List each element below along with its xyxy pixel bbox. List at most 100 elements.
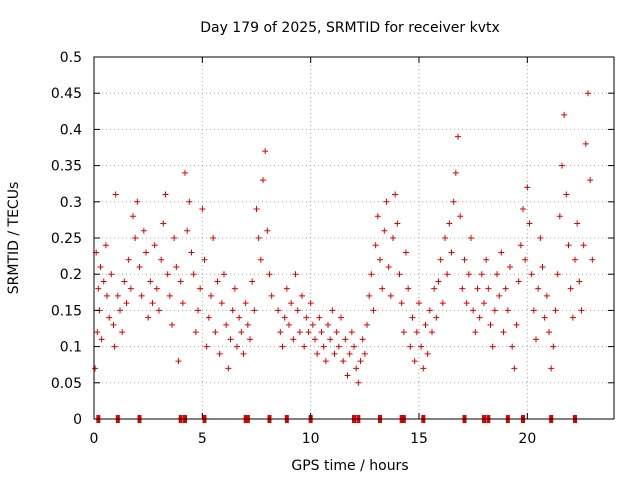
data-point (286, 321, 292, 328)
data-point (190, 271, 197, 278)
data-point (565, 242, 572, 249)
data-point (507, 263, 513, 270)
data-point (299, 292, 305, 299)
data-point (431, 285, 438, 292)
data-point (318, 329, 325, 336)
data-point (158, 256, 165, 263)
data-point (403, 249, 409, 256)
data-point (400, 329, 407, 336)
data-point (461, 256, 468, 263)
data-point (108, 271, 115, 278)
data-point (528, 271, 535, 278)
data-point (413, 329, 420, 336)
data-point (550, 343, 557, 350)
chart-title: Day 179 of 2025, SRMTID for receiver kvt… (200, 20, 500, 36)
data-point (255, 235, 262, 241)
data-point (151, 242, 158, 249)
data-point (416, 300, 422, 307)
y-tick-label: 0.05 (51, 376, 82, 392)
data-point (474, 285, 481, 292)
data-point (563, 191, 570, 198)
data-point (418, 343, 425, 350)
data-point (143, 249, 149, 256)
data-point (244, 321, 251, 328)
data-point (192, 329, 199, 336)
data-point (186, 198, 193, 205)
data-point (320, 343, 327, 350)
data-point (294, 307, 301, 314)
data-point (147, 278, 154, 285)
data-point (111, 343, 118, 350)
data-point (296, 329, 303, 336)
data-point (364, 321, 370, 328)
data-point (517, 242, 524, 249)
data-point (225, 365, 232, 372)
data-point (247, 336, 253, 343)
data-point (221, 271, 227, 278)
data-point (489, 343, 496, 350)
x-axis-label: GPS time / hours (291, 458, 408, 474)
data-point (572, 256, 578, 263)
x-tick-label: 15 (410, 431, 428, 447)
data-point (396, 271, 403, 278)
data-point (351, 343, 357, 350)
data-point (524, 184, 531, 191)
data-point (407, 343, 414, 350)
data-point (279, 343, 286, 350)
data-point (394, 220, 401, 227)
data-point (92, 365, 99, 372)
data-point (502, 285, 509, 292)
data-point (156, 307, 162, 314)
data-point (117, 307, 123, 314)
data-point (331, 350, 338, 357)
x-tick-label: 5 (198, 431, 207, 447)
data-point (548, 365, 555, 372)
data-point (574, 220, 581, 227)
y-tick-label: 0.45 (51, 86, 82, 102)
data-point (569, 314, 576, 321)
data-point (439, 300, 446, 307)
data-point (236, 314, 243, 321)
data-point (520, 206, 526, 213)
data-point (227, 336, 234, 343)
data-point (175, 358, 182, 365)
data-point (422, 321, 429, 328)
data-point (201, 256, 208, 263)
data-point (353, 365, 360, 372)
data-point (223, 321, 230, 328)
data-point (283, 285, 290, 292)
data-point (576, 278, 583, 285)
data-point (435, 278, 442, 285)
data-point (238, 329, 245, 336)
data-point (322, 358, 329, 365)
data-point (491, 307, 498, 314)
data-point (257, 256, 264, 263)
data-point (121, 278, 128, 285)
data-point (481, 300, 487, 307)
data-point (444, 271, 451, 278)
data-point (496, 292, 503, 299)
data-point (546, 329, 552, 336)
data-point (166, 292, 173, 299)
data-point (312, 336, 318, 343)
data-point (214, 278, 221, 285)
data-point (468, 235, 474, 241)
data-point (539, 263, 546, 270)
data-point (463, 300, 470, 307)
data-point (442, 235, 448, 241)
data-point (275, 307, 282, 314)
data-point (123, 300, 130, 307)
data-point (465, 271, 472, 278)
data-point (100, 278, 107, 285)
data-point (164, 271, 171, 278)
data-point (130, 213, 136, 220)
data-point (333, 329, 340, 336)
data-point (212, 329, 219, 336)
data-point (455, 133, 461, 140)
data-point (511, 365, 518, 372)
y-tick-label: 0.15 (51, 303, 82, 319)
data-point (392, 191, 399, 198)
data-point (145, 314, 152, 321)
data-point (541, 314, 548, 321)
data-point (205, 314, 212, 321)
